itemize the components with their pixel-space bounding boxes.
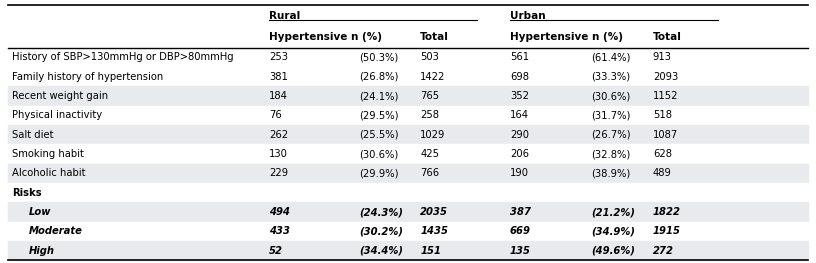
Text: 164: 164 bbox=[510, 110, 529, 120]
Bar bbox=[8, 5, 808, 48]
Text: 2093: 2093 bbox=[653, 72, 678, 82]
Text: Hypertensive n (%): Hypertensive n (%) bbox=[510, 32, 623, 42]
Text: 2035: 2035 bbox=[420, 207, 448, 217]
Bar bbox=[8, 67, 808, 87]
Text: 765: 765 bbox=[420, 91, 439, 101]
Text: (24.3%): (24.3%) bbox=[359, 207, 403, 217]
Text: (26.8%): (26.8%) bbox=[359, 72, 398, 82]
Text: (34.9%): (34.9%) bbox=[592, 226, 636, 236]
Text: 1152: 1152 bbox=[653, 91, 678, 101]
Text: (50.3%): (50.3%) bbox=[359, 52, 398, 62]
Text: Risks: Risks bbox=[12, 188, 42, 198]
Text: 766: 766 bbox=[420, 168, 439, 178]
Bar bbox=[8, 222, 808, 241]
Text: 494: 494 bbox=[269, 207, 290, 217]
Text: 387: 387 bbox=[510, 207, 531, 217]
Bar bbox=[8, 106, 808, 125]
Text: (25.5%): (25.5%) bbox=[359, 130, 398, 140]
Text: (32.8%): (32.8%) bbox=[592, 149, 631, 159]
Text: (21.2%): (21.2%) bbox=[592, 207, 636, 217]
Text: (61.4%): (61.4%) bbox=[592, 52, 631, 62]
Text: 698: 698 bbox=[510, 72, 529, 82]
Text: 290: 290 bbox=[510, 130, 529, 140]
Text: (29.5%): (29.5%) bbox=[359, 110, 398, 120]
Text: 489: 489 bbox=[653, 168, 672, 178]
Text: 151: 151 bbox=[420, 246, 441, 256]
Text: Low: Low bbox=[29, 207, 51, 217]
Text: Hypertensive n (%): Hypertensive n (%) bbox=[269, 32, 382, 42]
Text: 503: 503 bbox=[420, 52, 439, 62]
Text: Alcoholic habit: Alcoholic habit bbox=[12, 168, 86, 178]
Bar bbox=[8, 203, 808, 222]
Bar bbox=[8, 125, 808, 144]
Text: 1915: 1915 bbox=[653, 226, 681, 236]
Text: Total: Total bbox=[420, 32, 449, 42]
Bar bbox=[8, 87, 808, 106]
Text: High: High bbox=[29, 246, 55, 256]
Text: Recent weight gain: Recent weight gain bbox=[12, 91, 109, 101]
Text: (30.2%): (30.2%) bbox=[359, 226, 403, 236]
Text: (38.9%): (38.9%) bbox=[592, 168, 631, 178]
Text: 135: 135 bbox=[510, 246, 531, 256]
Text: 1822: 1822 bbox=[653, 207, 681, 217]
Text: 262: 262 bbox=[269, 130, 288, 140]
Text: Moderate: Moderate bbox=[29, 226, 82, 236]
Text: (33.3%): (33.3%) bbox=[592, 72, 631, 82]
Text: 561: 561 bbox=[510, 52, 529, 62]
Text: 229: 229 bbox=[269, 168, 288, 178]
Text: 272: 272 bbox=[653, 246, 674, 256]
Text: (31.7%): (31.7%) bbox=[592, 110, 631, 120]
Text: 1087: 1087 bbox=[653, 130, 678, 140]
Text: Total: Total bbox=[653, 32, 681, 42]
Text: 381: 381 bbox=[269, 72, 288, 82]
Text: 52: 52 bbox=[269, 246, 283, 256]
Text: 1422: 1422 bbox=[420, 72, 446, 82]
Bar bbox=[8, 144, 808, 164]
Text: 669: 669 bbox=[510, 226, 531, 236]
Bar bbox=[8, 183, 808, 203]
Text: Family history of hypertension: Family history of hypertension bbox=[12, 72, 163, 82]
Text: 425: 425 bbox=[420, 149, 439, 159]
Text: (30.6%): (30.6%) bbox=[359, 149, 398, 159]
Text: Smoking habit: Smoking habit bbox=[12, 149, 84, 159]
Text: 433: 433 bbox=[269, 226, 290, 236]
Text: (26.7%): (26.7%) bbox=[592, 130, 631, 140]
Text: Urban: Urban bbox=[510, 11, 546, 21]
Text: 130: 130 bbox=[269, 149, 288, 159]
Text: (24.1%): (24.1%) bbox=[359, 91, 398, 101]
Bar bbox=[8, 241, 808, 260]
Text: (29.9%): (29.9%) bbox=[359, 168, 398, 178]
Text: 190: 190 bbox=[510, 168, 529, 178]
Text: 253: 253 bbox=[269, 52, 288, 62]
Text: Rural: Rural bbox=[269, 11, 300, 21]
Text: 1435: 1435 bbox=[420, 226, 448, 236]
Text: 1029: 1029 bbox=[420, 130, 446, 140]
Text: 76: 76 bbox=[269, 110, 282, 120]
Text: Physical inactivity: Physical inactivity bbox=[12, 110, 102, 120]
Text: 518: 518 bbox=[653, 110, 672, 120]
Text: 206: 206 bbox=[510, 149, 529, 159]
Text: 258: 258 bbox=[420, 110, 439, 120]
Text: 352: 352 bbox=[510, 91, 529, 101]
Text: 913: 913 bbox=[653, 52, 672, 62]
Text: (49.6%): (49.6%) bbox=[592, 246, 636, 256]
Text: Salt diet: Salt diet bbox=[12, 130, 54, 140]
Text: 628: 628 bbox=[653, 149, 672, 159]
Bar bbox=[8, 164, 808, 183]
Text: 184: 184 bbox=[269, 91, 288, 101]
Text: (34.4%): (34.4%) bbox=[359, 246, 403, 256]
Bar bbox=[8, 48, 808, 67]
Text: (30.6%): (30.6%) bbox=[592, 91, 631, 101]
Text: History of SBP>130mmHg or DBP>80mmHg: History of SBP>130mmHg or DBP>80mmHg bbox=[12, 52, 234, 62]
